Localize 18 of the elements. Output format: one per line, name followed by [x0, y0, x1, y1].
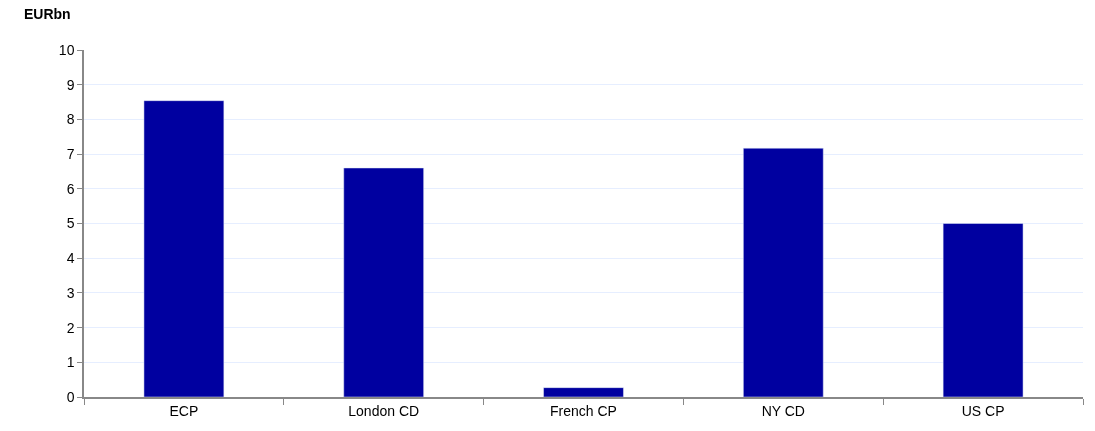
- y-tick-label: 1: [66, 354, 75, 371]
- y-tick-label: 4: [66, 250, 75, 267]
- y-tick-label: 5: [66, 215, 75, 232]
- y-tick-label: 8: [66, 111, 75, 128]
- y-tick-label: 9: [66, 76, 75, 93]
- x-tick-label: French CP: [550, 402, 617, 419]
- bar: [543, 387, 624, 397]
- y-tick-label: 7: [66, 146, 75, 162]
- x-tick-label: US CP: [961, 402, 1005, 419]
- x-tick-label: NY CD: [761, 402, 805, 419]
- y-tick-label: 10: [58, 41, 75, 58]
- y-tick-label: 2: [66, 319, 75, 336]
- y-tick-label: 0: [66, 388, 75, 405]
- y-tick-label: 3: [66, 284, 75, 301]
- y-axis-title: EURbn: [24, 6, 71, 22]
- x-tick-label: London CD: [348, 402, 420, 419]
- x-tick-label: ECP: [169, 402, 199, 419]
- y-tick-label: 6: [66, 180, 75, 197]
